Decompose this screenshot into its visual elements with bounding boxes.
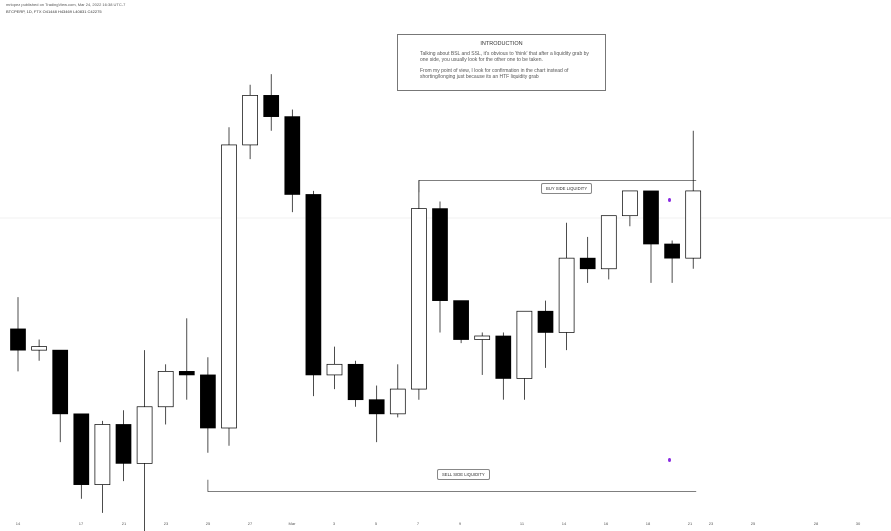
x-tick-label: 7: [416, 521, 420, 526]
x-tick-label: 23: [708, 521, 714, 526]
x-tick-label: 17: [78, 521, 84, 526]
bullish-candle: [326, 363, 343, 376]
x-tick-label: 21: [687, 521, 693, 526]
x-tick-label: 5: [374, 521, 378, 526]
bearish-candle: [284, 116, 301, 195]
bullish-candle: [516, 310, 533, 379]
x-tick-label: Mar: [288, 521, 296, 526]
bearish-candle: [664, 243, 680, 259]
bearish-candle: [263, 95, 280, 117]
bearish-candle: [52, 349, 69, 415]
bearish-candle: [178, 371, 195, 376]
x-tick-label: 18: [645, 521, 651, 526]
bearish-candle: [495, 335, 512, 379]
bearish-candle: [368, 399, 385, 415]
candles-group: [10, 74, 702, 531]
drop-icon: [668, 198, 671, 202]
x-tick-label: 30: [855, 521, 861, 526]
bearish-candle: [200, 374, 216, 429]
x-tick-label: 25: [205, 521, 211, 526]
x-tick-label: 9: [458, 521, 462, 526]
bullish-candle: [474, 335, 491, 340]
bullish-candle: [389, 388, 406, 415]
x-tick-label: 14: [561, 521, 567, 526]
publisher-line: mrlopez published on TradingView.com, Ma…: [6, 2, 126, 7]
drop-icon: [668, 458, 671, 462]
bullish-candle: [136, 406, 153, 464]
sell-side-liquidity-label: SELL SIDE LIQUIDITY: [437, 469, 490, 480]
x-tick-label: 25: [750, 521, 756, 526]
introduction-paragraph-1: Talking about BSL and SSL, it's obvious …: [420, 51, 589, 64]
bullish-candle: [685, 190, 702, 259]
liquidity-levels: [207, 179, 697, 493]
bearish-candle: [305, 194, 322, 376]
bearish-candle: [115, 424, 132, 464]
buy-side-liquidity-label: BUY SIDE LIQUIDITY: [541, 183, 593, 194]
bearish-candle: [537, 310, 554, 333]
bearish-candle: [579, 257, 596, 270]
bearish-candle: [453, 300, 469, 340]
bearish-candle: [643, 190, 659, 245]
introduction-box: INTRODUCTION Talking about BSL and SSL, …: [397, 34, 606, 91]
x-tick-label: 3: [332, 521, 336, 526]
bullish-candle: [31, 346, 47, 351]
x-tick-label: 23: [163, 521, 169, 526]
bearish-candle: [347, 363, 364, 401]
x-tick-label: 28: [813, 521, 819, 526]
x-tick-label: 14: [15, 521, 21, 526]
bearish-candle: [10, 328, 26, 351]
x-tick-label: 21: [121, 521, 127, 526]
introduction-paragraph-2: From my point of view, I look for confir…: [420, 67, 569, 80]
introduction-title: INTRODUCTION: [480, 41, 523, 47]
bullish-candle: [221, 144, 237, 429]
x-tick-label: 27: [247, 521, 253, 526]
x-tick-label: 16: [603, 521, 609, 526]
bearish-candle: [73, 413, 90, 485]
bullish-candle: [242, 95, 258, 146]
bullish-candle: [157, 371, 174, 408]
bearish-candle: [432, 208, 448, 301]
bullish-candle: [558, 257, 575, 333]
bullish-candle: [94, 424, 111, 485]
bullish-candle: [600, 215, 617, 270]
x-tick-label: 11: [519, 521, 525, 526]
symbol-info-line: BTCPERP, 1D, FTX O41448 H43469 L40831 C4…: [6, 9, 102, 14]
bullish-candle: [622, 190, 638, 217]
bullish-candle: [411, 208, 427, 390]
